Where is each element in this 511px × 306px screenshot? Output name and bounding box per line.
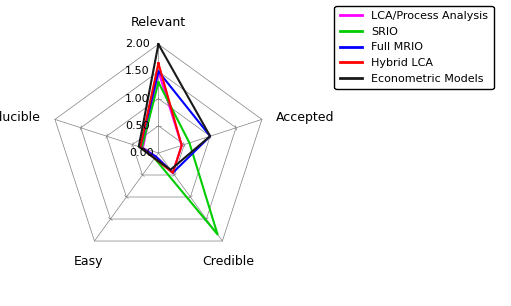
Full MRIO bbox=[207, 134, 213, 138]
Full MRIO bbox=[155, 69, 161, 73]
Hybrid LCA bbox=[179, 144, 185, 147]
Text: 2.00: 2.00 bbox=[125, 39, 150, 49]
Line: Econometric Models: Econometric Models bbox=[139, 44, 210, 170]
Hybrid LCA bbox=[155, 62, 161, 65]
Text: 1.00: 1.00 bbox=[125, 94, 150, 104]
LCA/Process Analysis bbox=[170, 171, 176, 175]
Hybrid LCA bbox=[137, 145, 144, 149]
Line: Hybrid LCA: Hybrid LCA bbox=[141, 63, 182, 173]
SRIO bbox=[187, 141, 193, 145]
Econometric Models bbox=[136, 145, 142, 148]
Legend: LCA/Process Analysis, SRIO, Full MRIO, Hybrid LCA, Econometric Models: LCA/Process Analysis, SRIO, Full MRIO, H… bbox=[334, 6, 494, 89]
Full MRIO bbox=[153, 155, 159, 159]
LCA/Process Analysis bbox=[155, 69, 161, 73]
Hybrid LCA bbox=[155, 62, 161, 65]
Line: Full MRIO: Full MRIO bbox=[141, 71, 210, 173]
Hybrid LCA bbox=[170, 171, 176, 175]
Econometric Models bbox=[207, 134, 213, 138]
Econometric Models bbox=[151, 156, 157, 160]
SRIO bbox=[139, 146, 145, 149]
Full MRIO bbox=[155, 69, 161, 73]
SRIO bbox=[155, 80, 161, 84]
SRIO bbox=[155, 80, 161, 84]
Text: 0.50: 0.50 bbox=[125, 121, 150, 131]
SRIO bbox=[215, 233, 221, 236]
Text: Easy: Easy bbox=[74, 255, 103, 268]
SRIO bbox=[151, 156, 157, 160]
LCA/Process Analysis bbox=[155, 69, 161, 73]
Text: Reproducible: Reproducible bbox=[0, 111, 41, 124]
Full MRIO bbox=[170, 171, 176, 175]
LCA/Process Analysis bbox=[153, 155, 159, 159]
Text: 1.50: 1.50 bbox=[125, 66, 150, 76]
Line: SRIO: SRIO bbox=[142, 82, 218, 234]
Hybrid LCA bbox=[151, 156, 157, 160]
Text: Accepted: Accepted bbox=[276, 111, 334, 124]
Text: 0.00: 0.00 bbox=[129, 148, 154, 158]
LCA/Process Analysis bbox=[179, 144, 185, 147]
Econometric Models bbox=[155, 42, 161, 46]
Text: Relevant: Relevant bbox=[131, 16, 186, 29]
Full MRIO bbox=[137, 145, 144, 149]
LCA/Process Analysis bbox=[140, 146, 146, 150]
Line: LCA/Process Analysis: LCA/Process Analysis bbox=[143, 71, 182, 173]
Econometric Models bbox=[168, 168, 174, 172]
Text: Credible: Credible bbox=[202, 255, 254, 268]
Econometric Models bbox=[155, 42, 161, 46]
